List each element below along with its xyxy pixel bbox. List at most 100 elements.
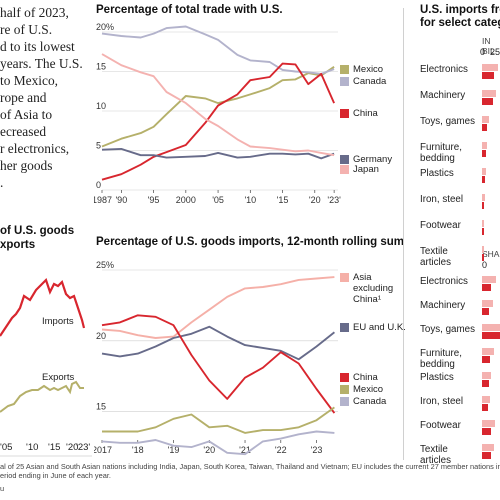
intro-line: r electronics,	[0, 141, 70, 156]
series-line-germany	[101, 147, 335, 160]
category-label: Electronics	[420, 276, 468, 287]
y-tick-label: 20%	[96, 22, 114, 32]
x-tick-label: '21	[239, 445, 251, 455]
legend-label-china: China	[353, 108, 378, 119]
category-label: Machinery	[420, 90, 466, 101]
category-bar	[482, 356, 490, 363]
left-x-tick: '23'	[76, 442, 91, 453]
intro-line: half of 2023,	[0, 5, 69, 20]
chart1-legend: Mexico Canada China Germany Japan	[340, 0, 412, 220]
left-title-line-2: xports	[0, 239, 36, 251]
x-tick-label: '23'	[327, 195, 341, 205]
category-label: Iron, steel	[420, 396, 464, 407]
legend-label-mexico: Mexico	[353, 64, 384, 75]
category-label: Toys, games	[420, 116, 475, 127]
chart1-svg: 0 5 10 15 20% 1987'90 '95 2000 '05 '10 '15 '20 '23'	[94, 22, 341, 205]
category-label: Machinery	[420, 300, 466, 311]
chart2-legend: Asia excluding China¹ EU and U.K. China Mex…	[340, 256, 412, 456]
category-bar	[482, 142, 488, 149]
left-x-tick: '20	[66, 442, 79, 453]
series-line-china	[101, 314, 336, 414]
footnote-line-2: eriod ending in June of each year.	[0, 471, 111, 480]
category-bar	[482, 64, 498, 71]
top-categories: Electronics Machinery Toys, games Furniture…	[420, 58, 500, 268]
top-bar-header: IN BIL	[482, 36, 495, 56]
legend-swatch-canada	[340, 77, 349, 86]
legend-swatch-eu	[340, 323, 349, 332]
legend-swatch-china	[340, 373, 349, 382]
category-bar	[482, 444, 494, 451]
imports-label: Imports	[42, 316, 74, 327]
category-bar	[482, 284, 491, 291]
x-tick-label: '20	[309, 195, 321, 205]
bottom-categories: Electronics Machinery Toys, games Furniture…	[420, 270, 500, 466]
category-bar	[482, 308, 489, 315]
right-panel-divider	[403, 8, 404, 460]
category-bar	[482, 380, 489, 387]
category-bar	[482, 202, 484, 209]
y-tick-label: 0	[96, 180, 101, 190]
right-title-line-1: U.S. imports fro	[420, 4, 500, 16]
bottom-bar-header: SHAR	[482, 249, 500, 259]
legend-swatch-japan	[340, 165, 349, 174]
legend-label-eu: EU and U.K.	[353, 322, 406, 333]
category-bar	[482, 168, 486, 175]
x-tick-label: '15	[277, 195, 289, 205]
imports-line	[0, 277, 86, 337]
series-line-asia	[101, 276, 335, 339]
category-bar	[482, 254, 484, 261]
left-chart-title: of U.S. goods xports	[0, 224, 74, 252]
legend-label-japan: Japan	[353, 164, 379, 175]
category-bar	[482, 90, 496, 97]
category-bar	[482, 372, 491, 379]
footnote-line-1: al of 25 Asian and South Asian nations i…	[0, 462, 500, 471]
left-x-tick: '15	[48, 442, 61, 453]
intro-line: to Mexico,	[0, 73, 59, 88]
y-tick-label: 20	[96, 331, 106, 341]
y-tick-label: 10	[96, 101, 106, 111]
legend-swatch-mexico	[340, 65, 349, 74]
legend-swatch-germany	[340, 155, 349, 164]
category-label: Iron, steel	[420, 194, 464, 205]
intro-line: .	[0, 175, 4, 190]
category-bar	[482, 98, 493, 105]
intro-paragraph: half of 2023, re of U.S. d to its lowest ye…	[0, 4, 83, 191]
left-title-line-1: of U.S. goods	[0, 225, 75, 237]
intro-line: years. The U.S.	[0, 56, 83, 71]
category-label: Footwear	[420, 420, 461, 431]
top-bar-tick: 0	[480, 47, 486, 57]
footer-tag: u	[0, 484, 5, 493]
y-tick-label: 15	[96, 62, 106, 72]
category-bar	[482, 420, 495, 427]
right-title-line-2: for select catego	[420, 17, 500, 29]
category-bar	[482, 452, 492, 459]
category-bar	[482, 332, 500, 339]
x-tick-label: 2017	[94, 445, 112, 455]
x-tick-label: 2000	[176, 195, 196, 205]
category-bar	[482, 228, 484, 235]
legend-label-china: China	[353, 372, 378, 383]
category-bar	[482, 396, 490, 403]
intro-line: of Asia to	[0, 107, 53, 122]
chart2-svg: 15 20 25% 2017 '18 '19 '20 '21 '22 '23	[94, 260, 338, 456]
series-line-japan	[101, 53, 335, 157]
category-bar	[482, 348, 494, 355]
category-label: Textile articles	[420, 246, 452, 268]
x-tick-label: 1987	[94, 195, 112, 205]
legend-swatch-canada	[340, 397, 349, 406]
x-tick-label: '90	[115, 195, 127, 205]
category-bar	[482, 124, 487, 131]
x-tick-label: '19	[168, 445, 180, 455]
category-bar	[482, 150, 486, 157]
series-line-mexico	[102, 406, 335, 434]
intro-line: ecreased	[0, 124, 47, 139]
legend-label-canada: Canada	[353, 76, 387, 87]
chart2-title: Percentage of U.S. goods imports, 12-mon…	[96, 236, 404, 248]
intro-line: d to its lowest	[0, 39, 75, 54]
y-tick-label: 15	[96, 402, 106, 412]
category-label: Plastics	[420, 168, 454, 179]
right-panel-title: U.S. imports fro for select catego	[420, 4, 500, 30]
legend-swatch-china	[340, 109, 349, 118]
x-tick-label: '95	[148, 195, 160, 205]
intro-line: her goods	[0, 158, 53, 173]
